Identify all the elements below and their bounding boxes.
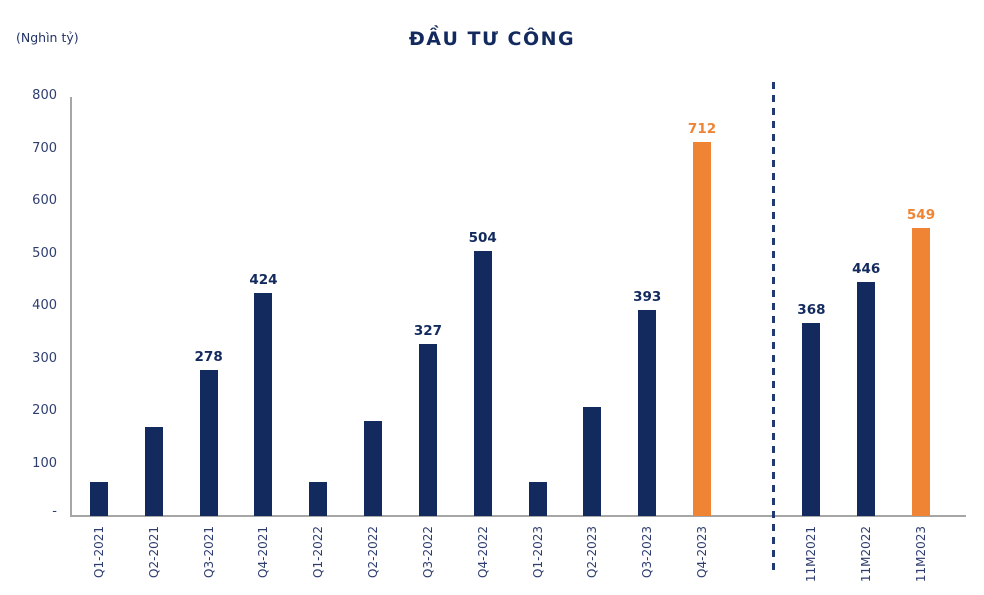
x-axis-line [70, 515, 966, 517]
y-tick-label-500: 500 [32, 245, 57, 261]
x-tick-label-Q1-2023: Q1-2023 [530, 526, 545, 578]
bar-11M2022 [857, 282, 876, 516]
y-tick-label-300: 300 [32, 350, 57, 366]
x-tick-label-11M2021: 11M2021 [804, 526, 819, 583]
value-label-Q4-2022: 504 [468, 230, 497, 246]
bar-Q1-2021 [90, 482, 108, 516]
x-tick-label-Q1-2021: Q1-2021 [92, 526, 106, 578]
bar-Q4-2023 [693, 142, 712, 516]
x-tick-label-Q3-2023: Q3-2023 [640, 526, 655, 578]
value-label-Q4-2021: 424 [249, 272, 278, 288]
value-label-Q3-2022: 327 [413, 323, 442, 339]
y-tick-label-100: 100 [32, 455, 57, 471]
bar-Q4-2021 [254, 293, 273, 516]
y-tick-label-700: 700 [32, 140, 57, 156]
bar-Q2-2023 [583, 407, 602, 516]
y-tick-label-zero: - [52, 504, 57, 519]
bar-Q4-2022 [473, 251, 492, 516]
bar-Q3-2021 [199, 370, 218, 516]
x-tick-label-Q2-2021: Q2-2021 [146, 526, 161, 578]
y-tick-label-600: 600 [32, 193, 57, 208]
bar-11M2021 [802, 323, 821, 516]
bar-Q3-2023 [638, 310, 657, 516]
value-label-Q3-2023: 393 [633, 289, 662, 305]
value-label-11M2022: 446 [852, 261, 881, 277]
x-tick-label-Q4-2023: Q4-2023 [695, 526, 710, 578]
x-tick-label-Q4-2022: Q4-2022 [475, 526, 490, 578]
x-tick-label-11M2022: 11M2022 [859, 526, 874, 583]
value-label-Q4-2023: 712 [687, 121, 717, 137]
bar-Q1-2022 [309, 482, 328, 516]
x-tick-label-Q3-2022: Q3-2022 [420, 526, 435, 578]
chart-title: ĐẦU TƯ CÔNG [408, 28, 576, 50]
y-tick-label-400: 400 [32, 298, 57, 313]
x-tick-label-Q1-2022: Q1-2022 [311, 526, 326, 578]
x-tick-label-11M2023: 11M2023 [914, 526, 928, 583]
bar-Q2-2022 [364, 421, 383, 516]
x-tick-label-Q2-2023: Q2-2023 [585, 526, 600, 578]
y-tick-label-200: 200 [32, 403, 57, 418]
value-label-11M2021: 368 [797, 302, 826, 318]
y-axis-line [70, 97, 72, 517]
bar-Q3-2022 [418, 344, 437, 516]
period-separator-dashed-line [772, 82, 775, 573]
y-axis-unit-label: (Nghìn tỷ) [16, 30, 79, 45]
value-label-11M2023: 549 [906, 207, 936, 223]
y-tick-label-800: 800 [32, 88, 57, 103]
x-tick-label-Q3-2021: Q3-2021 [201, 526, 216, 578]
bar-11M2023 [912, 228, 930, 516]
value-label-Q3-2021: 278 [194, 349, 223, 365]
x-tick-label-Q4-2021: Q4-2021 [256, 526, 271, 578]
bar-Q2-2021 [144, 427, 163, 516]
bar-Q1-2023 [528, 482, 547, 516]
x-tick-label-Q2-2022: Q2-2022 [366, 526, 381, 578]
